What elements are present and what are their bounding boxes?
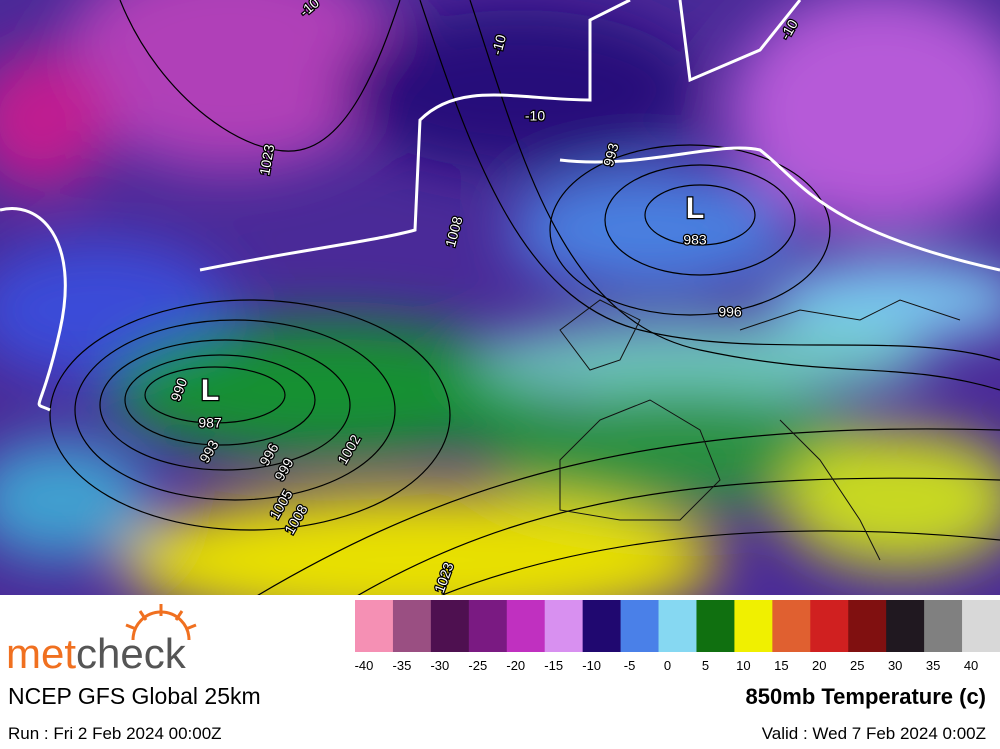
logo: metcheck [6, 630, 187, 677]
legend-swatch [620, 600, 660, 652]
pressure-label: 987 [198, 415, 222, 431]
logo-check: check [76, 630, 187, 677]
legend-tick-label: 40 [964, 658, 978, 673]
legend-swatch [810, 600, 849, 652]
legend-swatch [658, 600, 697, 652]
color-legend: -40 -35 -30 -25 -20 -15 -10 -5 0 5 10 15 20 25 30 35 40 [355, 600, 1000, 673]
map-title: 850mb Temperature (c) [746, 684, 986, 709]
logo-met: met [6, 630, 76, 677]
legend-swatch [582, 600, 622, 652]
legend-tick-label: -30 [430, 658, 449, 673]
legend-swatch [355, 600, 394, 652]
legend-swatch [506, 600, 546, 652]
legend-swatch [430, 600, 470, 652]
legend-swatch [696, 600, 735, 652]
minus-10-contour [0, 0, 1000, 412]
low-marker: L [201, 374, 219, 407]
legend-tick-label: -35 [393, 658, 412, 673]
coastlines [559, 299, 961, 561]
legend-tick-label: 5 [702, 658, 709, 673]
legend-swatch [392, 600, 432, 652]
legend-swatch [924, 600, 963, 652]
legend-tick-label: -40 [355, 658, 374, 673]
legend-tick-label: 10 [736, 658, 750, 673]
pressure-label: 996 [718, 304, 742, 320]
pressure-label: -10 [488, 33, 509, 57]
pressure-label: -10 [525, 108, 545, 124]
run-time: Run : Fri 2 Feb 2024 00:00Z [8, 724, 222, 743]
legend-swatch [468, 600, 508, 652]
legend-swatch [544, 600, 584, 652]
valid-time: Valid : Wed 7 Feb 2024 0:00Z [762, 724, 986, 743]
legend-tick-label: 20 [812, 658, 826, 673]
pressure-label: 1023 [256, 143, 277, 177]
legend-tick-label: -25 [468, 658, 487, 673]
legend-swatch [848, 600, 887, 652]
legend-swatch [772, 600, 811, 652]
legend-tick-label: -10 [582, 658, 601, 673]
legend-tick-label: -20 [506, 658, 525, 673]
legend-tick-label: 35 [926, 658, 940, 673]
legend-tick-label: 25 [850, 658, 864, 673]
legend-tick-label: 0 [664, 658, 671, 673]
isobars [49, 0, 1000, 595]
low-marker: L [686, 192, 704, 225]
legend-tick-label: 15 [774, 658, 788, 673]
model-name: NCEP GFS Global 25km [8, 683, 261, 709]
legend-tick-label: 30 [888, 658, 902, 673]
pressure-label: 983 [683, 232, 707, 248]
legend-tick-label: -15 [544, 658, 563, 673]
legend-tick-label: -5 [624, 658, 636, 673]
legend-swatch [734, 600, 773, 652]
legend-swatch [962, 600, 1000, 652]
legend-swatch [886, 600, 925, 652]
logo-sun [125, 604, 197, 641]
